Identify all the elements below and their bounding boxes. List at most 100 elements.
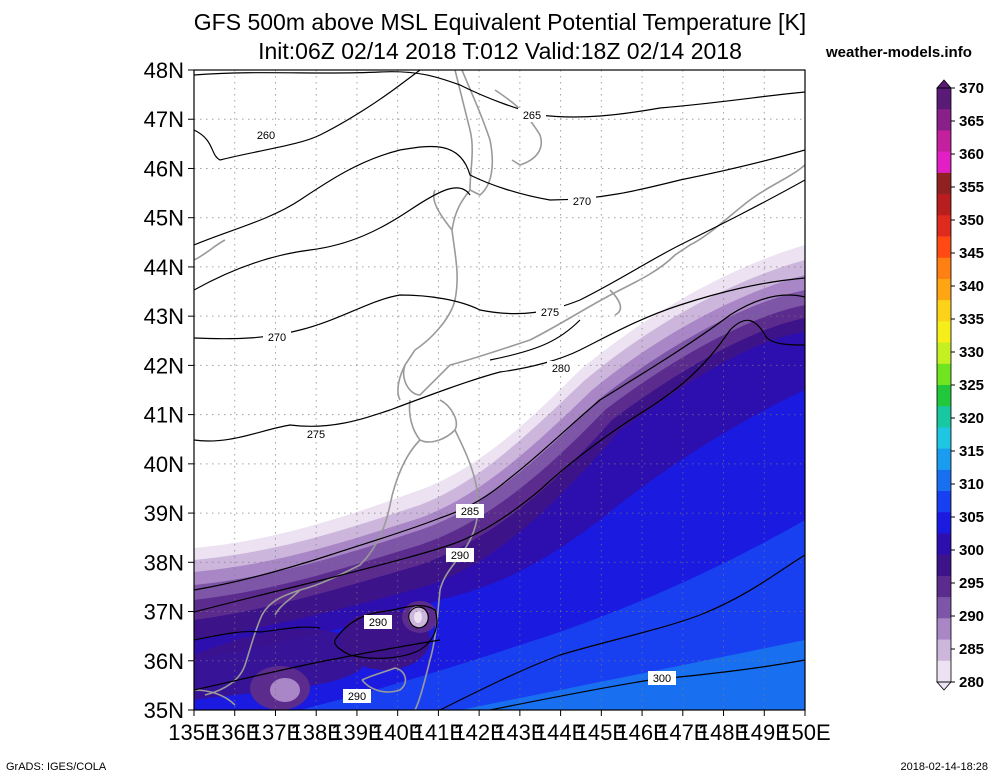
- latitude-labels: 48N 47N 46N 45N 44N 43N 42N 41N 40N 39N 38N 37N 36N 3…: [144, 58, 194, 723]
- colorbar: 370 365 360 355 350 345 340 335 330 325 320 315 310 3…: [936, 79, 984, 691]
- contour-label-260: 260: [252, 128, 280, 142]
- colorbar-swatch: [937, 597, 951, 619]
- longitude-label: 141E: [413, 720, 464, 745]
- longitude-label: 147E: [657, 720, 708, 745]
- latitude-label: 48N: [144, 58, 184, 83]
- contour-label-text: 260: [257, 130, 275, 142]
- contour-label-275a: 275: [536, 305, 564, 319]
- longitude-label: 137E: [250, 720, 301, 745]
- colorbar-max-arrow: [936, 79, 952, 89]
- colorbar-label: 335: [959, 311, 984, 328]
- map-border: [193, 69, 806, 711]
- contour-label-275b: 275: [302, 427, 330, 441]
- latitude-label: 38N: [144, 550, 184, 575]
- contour-label-270b: 270: [263, 330, 291, 344]
- longitude-labels: 135E136E137E138E139E140E141E142E143E144E…: [168, 710, 831, 745]
- footer-timestamp: 2018-02-14-18:28: [900, 761, 988, 773]
- colorbar-swatch: [937, 660, 951, 683]
- colorbar-swatch: [937, 385, 951, 407]
- contour-label-text: 270: [268, 332, 286, 344]
- longitude-label: 145E: [576, 720, 627, 745]
- latitude-label: 43N: [144, 304, 184, 329]
- colorbar-swatch: [937, 639, 951, 662]
- contour-label-285: 285: [456, 504, 484, 518]
- colorbar-swatch: [937, 130, 951, 153]
- latitude-label: 40N: [144, 452, 184, 477]
- contour-label-text: 290: [451, 550, 469, 562]
- colorbar-label: 300: [959, 542, 984, 559]
- colorbar-label: 365: [959, 113, 984, 130]
- map-subtitle: Init:06Z 02/14 2018 T:012 Valid:18Z 02/1…: [258, 38, 742, 64]
- contour-label-text: 300: [653, 673, 671, 685]
- colorbar-swatch: [937, 321, 951, 344]
- colorbar-label: 345: [959, 245, 984, 262]
- longitude-label: 146E: [616, 720, 667, 745]
- colorbar-swatch: [937, 300, 951, 322]
- latitude-label: 37N: [144, 600, 184, 625]
- latitude-label: 44N: [144, 255, 184, 280]
- colorbar-label: 360: [959, 146, 984, 163]
- footer-software: GrADS: IGES/COLA: [6, 761, 107, 773]
- colorbar-swatch: [937, 469, 951, 492]
- latitude-label: 46N: [144, 156, 184, 181]
- contour-label-text: 275: [541, 307, 559, 319]
- latitude-label: 47N: [144, 107, 184, 132]
- latitude-label: 39N: [144, 501, 184, 526]
- colorbar-swatch: [937, 257, 951, 280]
- longitude-label: 144E: [535, 720, 586, 745]
- colorbar-label: 330: [959, 344, 984, 361]
- colorbar-swatch: [937, 151, 951, 174]
- longitude-label: 143E: [494, 720, 545, 745]
- colorbar-swatch: [937, 575, 951, 598]
- theta-e-contours: [194, 70, 805, 710]
- colorbar-label: 340: [959, 278, 984, 295]
- contour-label-290b: 290: [364, 615, 392, 629]
- colorbar-label: 320: [959, 410, 984, 427]
- colorbar-label: 295: [959, 575, 984, 592]
- contour-label-text: 285: [461, 506, 479, 518]
- longitude-label: 150E: [779, 720, 830, 745]
- longitude-label: 135E: [168, 720, 219, 745]
- contour-label-text: 275: [307, 429, 325, 441]
- colorbar-swatch: [937, 448, 951, 471]
- contour-label-270a: 270: [568, 194, 596, 208]
- contour-label-265: 265: [518, 108, 546, 122]
- colorbar-label: 310: [959, 476, 984, 493]
- colorbar-swatch: [937, 194, 951, 216]
- colorbar-label: 325: [959, 377, 984, 394]
- colorbar-label: 290: [959, 608, 984, 625]
- longitude-label: 142E: [453, 720, 504, 745]
- latitude-label: 41N: [144, 403, 184, 428]
- colorbar-swatch: [937, 512, 951, 534]
- colorbar-swatch: [937, 278, 951, 301]
- colorbar-label: 285: [959, 641, 984, 658]
- contour-label-290a: 290: [446, 548, 474, 562]
- longitude-label: 139E: [331, 720, 382, 745]
- colorbar-swatch: [937, 406, 951, 428]
- contour-label-text: 290: [348, 691, 366, 703]
- contour-label-text: 290: [369, 617, 387, 629]
- contour-label-text: 280: [552, 363, 570, 375]
- longitude-label: 138E: [291, 720, 342, 745]
- colorbar-min-arrow: [936, 681, 952, 691]
- colorbar-swatch: [937, 427, 951, 450]
- latitude-label: 42N: [144, 353, 184, 378]
- colorbar-label: 315: [959, 443, 984, 460]
- colorbar-swatch: [937, 215, 951, 237]
- contour-label-290c: 290: [343, 689, 371, 703]
- colorbar-label: 280: [959, 674, 984, 691]
- contour-label-text: 265: [523, 110, 541, 122]
- colorbar-swatch: [937, 88, 951, 110]
- contour-label-text: 270: [573, 196, 591, 208]
- longitude-label: 136E: [209, 720, 260, 745]
- colorbar-label: 305: [959, 509, 984, 526]
- colorbar-label: 355: [959, 179, 984, 196]
- colorbar-swatch: [937, 533, 951, 556]
- colorbar-swatch: [937, 363, 951, 386]
- colorbar-label: 350: [959, 212, 984, 229]
- longitude-label: 149E: [739, 720, 790, 745]
- contour-labels: 265 270 260 270 275 275 280 285 290 290 …: [252, 108, 676, 703]
- colorbar-swatch: [937, 618, 951, 641]
- latitude-label: 36N: [144, 649, 184, 674]
